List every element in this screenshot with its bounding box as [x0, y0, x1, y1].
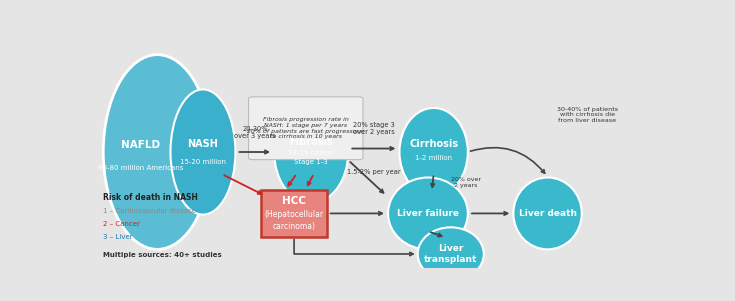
Text: 60-80 million Americans: 60-80 million Americans [98, 165, 183, 171]
FancyBboxPatch shape [248, 97, 363, 160]
Text: Fibrosis: Fibrosis [290, 137, 333, 147]
Text: Liver death: Liver death [519, 209, 576, 218]
Text: 20% stage 3
over 2 years: 20% stage 3 over 2 years [353, 122, 395, 135]
Text: 15-20 million: 15-20 million [180, 160, 226, 166]
Text: Liver: Liver [438, 244, 464, 253]
Ellipse shape [274, 101, 348, 203]
Text: 30-40% of patients
with cirrhosis die
from liver disease: 30-40% of patients with cirrhosis die fr… [557, 107, 618, 123]
Text: 20% over
2 years: 20% over 2 years [451, 177, 481, 188]
Ellipse shape [103, 55, 212, 249]
Text: Cirrhosis: Cirrhosis [409, 139, 458, 149]
Text: 2 – Cancer: 2 – Cancer [103, 221, 140, 227]
Text: 1 – Cardiovascular disease: 1 – Cardiovascular disease [103, 208, 196, 214]
Text: NASH: NASH [187, 139, 218, 149]
FancyBboxPatch shape [262, 190, 327, 237]
Text: 1.5-2% per year: 1.5-2% per year [347, 169, 401, 175]
Text: Risk of death in NASH: Risk of death in NASH [103, 193, 198, 202]
Ellipse shape [388, 178, 467, 249]
Ellipse shape [513, 178, 582, 249]
Text: Liver failure: Liver failure [397, 209, 459, 218]
Text: carcinoma): carcinoma) [273, 222, 315, 231]
Ellipse shape [171, 89, 235, 215]
Text: 1-2 million: 1-2 million [415, 155, 452, 161]
Text: NAFLD: NAFLD [121, 140, 159, 150]
Text: Multiple sources: 40+ studies: Multiple sources: 40+ studies [103, 252, 222, 258]
Text: 3 – Liver: 3 – Liver [103, 234, 133, 240]
Text: HCC: HCC [282, 196, 306, 206]
Text: Stage 1-3: Stage 1-3 [294, 160, 328, 166]
Text: Fibrosis progression rate in
NASH: 1 stage per 7 years
20% of patients are fast : Fibrosis progression rate in NASH: 1 sta… [247, 117, 365, 139]
Text: transplant: transplant [424, 255, 478, 264]
Text: 20-30%
over 3 years: 20-30% over 3 years [234, 126, 276, 139]
Ellipse shape [417, 227, 484, 281]
Text: (Hepatocellular: (Hepatocellular [265, 210, 323, 219]
Text: 13-16 million: 13-16 million [288, 150, 334, 156]
Ellipse shape [399, 108, 467, 196]
